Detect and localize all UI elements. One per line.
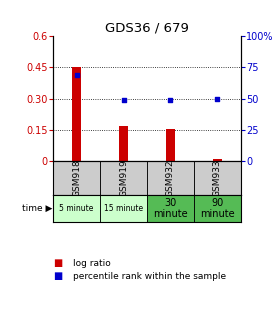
Text: log ratio: log ratio: [73, 259, 111, 268]
Bar: [166, 129, 175, 161]
Text: ■: ■: [53, 258, 62, 268]
Point: [121, 97, 126, 102]
Text: 30
minute: 30 minute: [153, 198, 188, 219]
Point: [215, 96, 220, 102]
Text: GSM918: GSM918: [72, 159, 81, 197]
Text: 5 minute: 5 minute: [59, 204, 94, 213]
Text: 90
minute: 90 minute: [200, 198, 235, 219]
Point: [168, 98, 173, 103]
Bar: [194, 161, 241, 195]
Text: time ▶: time ▶: [22, 204, 52, 213]
Bar: [119, 126, 128, 161]
Bar: [147, 161, 194, 195]
Bar: [100, 195, 147, 222]
Text: GSM933: GSM933: [213, 159, 222, 197]
Bar: [147, 195, 194, 222]
Bar: [194, 195, 241, 222]
Title: GDS36 / 679: GDS36 / 679: [105, 22, 189, 35]
Text: GSM932: GSM932: [166, 159, 175, 197]
Bar: [73, 67, 81, 161]
Point: [74, 72, 79, 77]
Bar: [53, 195, 100, 222]
Bar: [213, 159, 221, 161]
Text: percentile rank within the sample: percentile rank within the sample: [73, 272, 226, 281]
Bar: [53, 161, 100, 195]
Bar: [100, 161, 147, 195]
Text: 15 minute: 15 minute: [104, 204, 143, 213]
Text: ■: ■: [53, 271, 62, 281]
Text: GSM919: GSM919: [119, 159, 128, 197]
